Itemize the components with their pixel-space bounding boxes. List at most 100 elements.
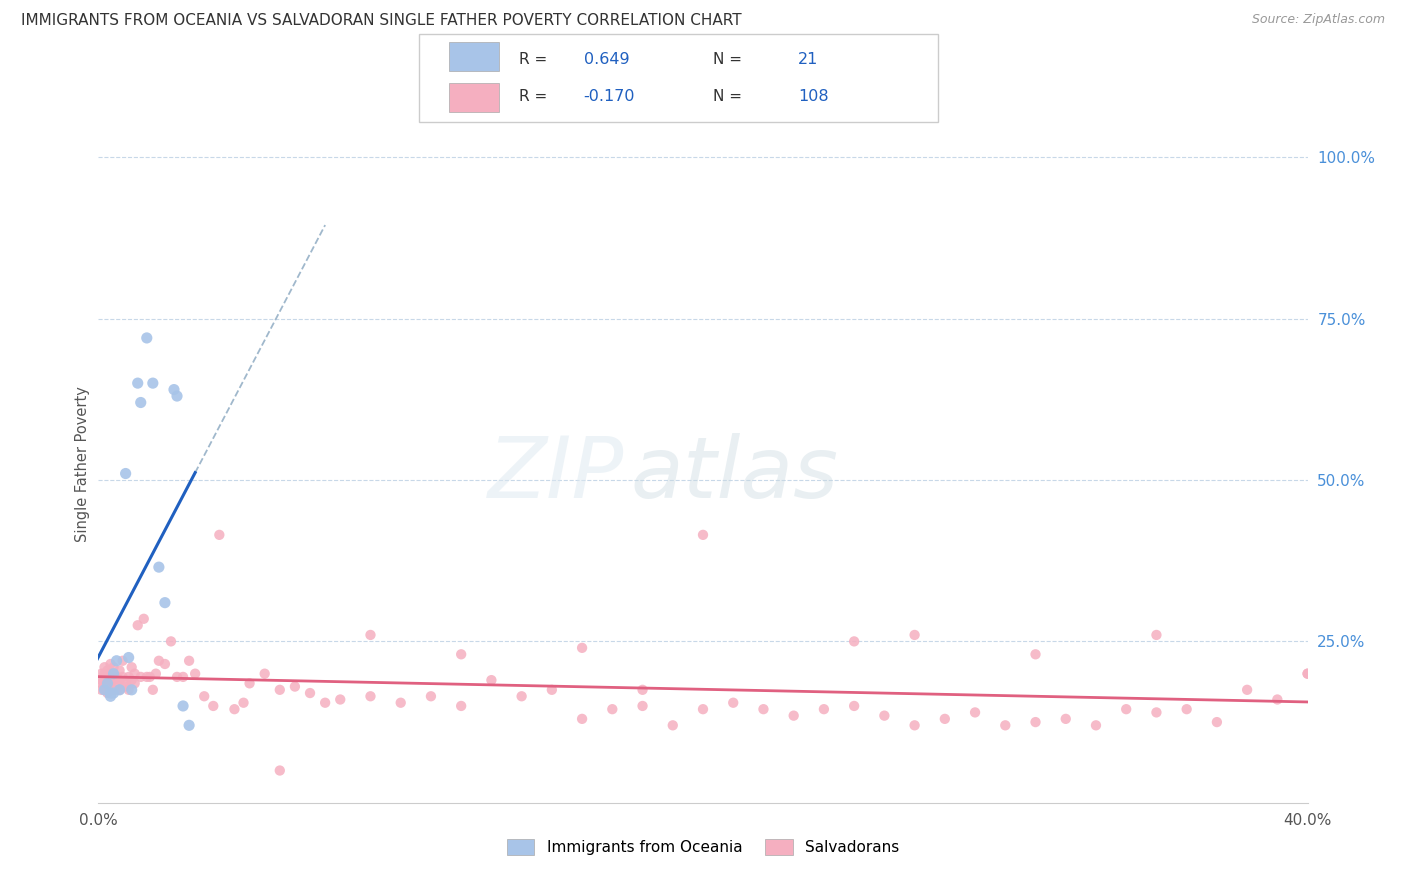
Point <box>172 698 194 713</box>
Point <box>813 702 835 716</box>
Point <box>934 712 956 726</box>
Text: IMMIGRANTS FROM OCEANIA VS SALVADORAN SINGLE FATHER POVERTY CORRELATION CHART: IMMIGRANTS FROM OCEANIA VS SALVADORAN SI… <box>21 13 742 29</box>
Point <box>100 657 122 671</box>
Point <box>127 618 149 632</box>
Point <box>1144 706 1167 720</box>
Point <box>904 718 927 732</box>
Point <box>124 676 146 690</box>
Point <box>90 676 112 690</box>
Point <box>148 654 170 668</box>
Point <box>105 682 128 697</box>
Point <box>1024 715 1046 730</box>
Point <box>142 682 165 697</box>
Point <box>108 673 131 687</box>
Point <box>114 676 136 690</box>
FancyBboxPatch shape <box>419 34 938 122</box>
Point <box>193 690 215 704</box>
Point <box>114 467 136 481</box>
Point <box>103 673 125 687</box>
Point <box>1296 666 1319 681</box>
Point <box>129 670 152 684</box>
Point <box>103 666 125 681</box>
Point <box>420 690 443 704</box>
Point <box>571 640 593 655</box>
Text: N =: N = <box>713 89 747 104</box>
Point <box>752 702 775 716</box>
Point <box>100 680 122 694</box>
Point <box>93 660 115 674</box>
Point <box>153 596 176 610</box>
Point <box>1054 712 1077 726</box>
Point <box>450 648 472 662</box>
Point <box>145 666 167 681</box>
Point <box>1267 692 1289 706</box>
Text: R =: R = <box>519 52 551 67</box>
Point <box>692 528 714 542</box>
Point <box>153 657 176 671</box>
Point <box>184 666 207 681</box>
Point <box>111 654 134 668</box>
Point <box>121 673 143 687</box>
Point <box>100 666 122 681</box>
Point <box>1206 715 1229 730</box>
Point <box>142 376 165 391</box>
Point <box>96 676 118 690</box>
Point <box>450 698 472 713</box>
Point <box>103 660 125 674</box>
Point <box>93 682 115 697</box>
Point <box>179 654 201 668</box>
Point <box>965 706 987 720</box>
Point <box>105 670 128 684</box>
Point <box>118 682 141 697</box>
Point <box>1175 702 1198 716</box>
Point <box>284 680 307 694</box>
Point <box>139 670 162 684</box>
Point <box>160 634 183 648</box>
Point <box>129 395 152 409</box>
Point <box>90 682 112 697</box>
Point <box>108 682 131 697</box>
Point <box>692 702 714 716</box>
FancyBboxPatch shape <box>449 83 499 112</box>
Text: R =: R = <box>519 89 551 104</box>
Point <box>90 666 112 681</box>
Point <box>103 682 125 697</box>
Point <box>224 702 246 716</box>
Point <box>1024 648 1046 662</box>
Point <box>93 670 115 684</box>
Point <box>118 650 141 665</box>
Point <box>96 670 118 684</box>
Point <box>118 670 141 684</box>
Point <box>127 376 149 391</box>
Point <box>481 673 503 687</box>
Point <box>105 654 128 668</box>
Point <box>1115 702 1137 716</box>
Point <box>994 718 1017 732</box>
Point <box>166 670 188 684</box>
Point <box>96 664 118 678</box>
Point <box>114 680 136 694</box>
Point <box>510 690 533 704</box>
Point <box>873 708 896 723</box>
Point <box>121 660 143 674</box>
Point <box>148 560 170 574</box>
Point <box>269 682 291 697</box>
Point <box>783 708 806 723</box>
Point <box>1144 628 1167 642</box>
Point <box>103 686 125 700</box>
Point <box>124 666 146 681</box>
Point <box>93 666 115 681</box>
Point <box>96 682 118 697</box>
Point <box>571 712 593 726</box>
FancyBboxPatch shape <box>449 43 499 71</box>
Point <box>631 682 654 697</box>
Y-axis label: Single Father Poverty: Single Father Poverty <box>75 386 90 541</box>
Point <box>360 628 382 642</box>
Point <box>93 682 115 697</box>
Point <box>108 664 131 678</box>
Point <box>540 682 562 697</box>
Point <box>105 676 128 690</box>
Text: ZIP: ZIP <box>488 433 624 516</box>
Point <box>135 670 157 684</box>
Point <box>844 634 866 648</box>
